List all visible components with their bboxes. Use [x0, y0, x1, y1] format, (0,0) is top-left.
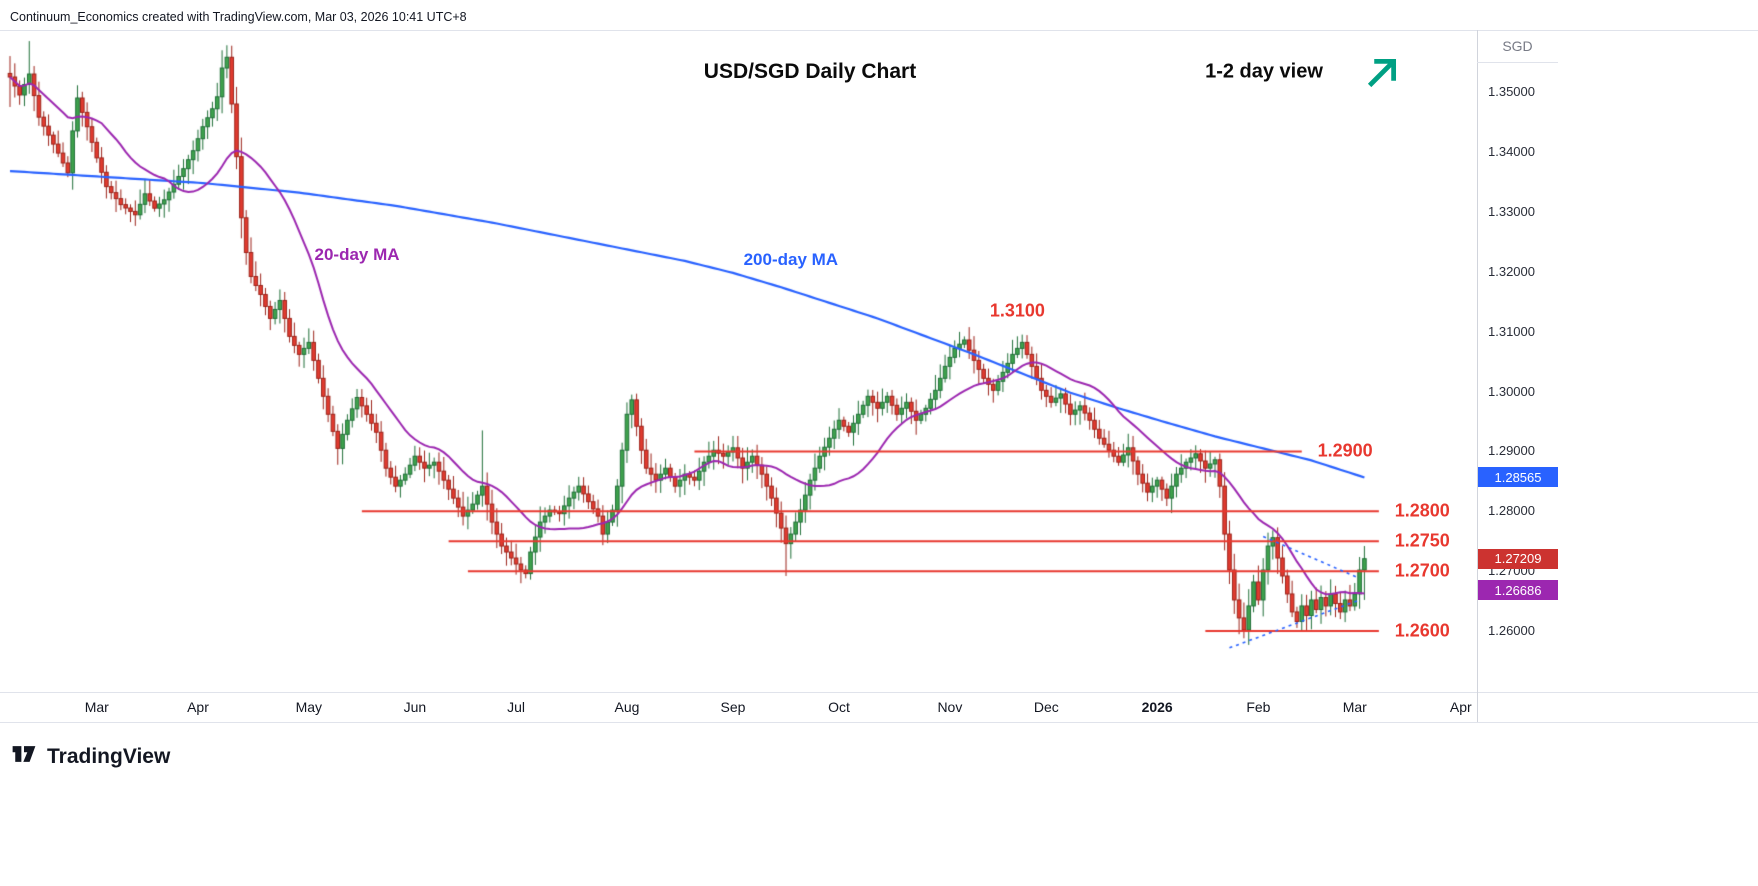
price-axis[interactable]: SGD 1.35000 1.34000 1.33000 1.32000 1.31000 1… — [1477, 30, 1558, 692]
level-label-1.2700: 1.2700 — [1394, 560, 1450, 581]
time-axis[interactable]: Mar Apr May Jun Jul Aug Sep Oct Nov Dec 2026 Feb Mar… — [0, 692, 1477, 722]
price-tick-1.34000: 1.34000 — [1488, 143, 1535, 159]
time-tick-Feb: Feb — [1246, 699, 1271, 715]
price-axis-separator — [1477, 30, 1478, 722]
time-tick-Apr: Apr — [187, 699, 209, 715]
currency-box: SGD — [1477, 30, 1558, 63]
ma200-price-badge: 1.28565 — [1478, 467, 1558, 488]
time-tick-May: May — [295, 699, 323, 715]
price-tick-1.28000: 1.28000 — [1488, 503, 1535, 519]
top-separator — [0, 30, 1758, 31]
price-tick-1.33000: 1.33000 — [1488, 203, 1535, 219]
time-tick-2026: 2026 — [1141, 699, 1173, 715]
time-tick-Mar: Mar — [1342, 699, 1367, 715]
level-label-1.2750: 1.2750 — [1394, 530, 1450, 551]
time-tick-Jul: Jul — [507, 699, 526, 715]
price-tick-1.30000: 1.30000 — [1488, 383, 1535, 399]
attribution-text: Continuum_Economics created with Trading… — [10, 10, 467, 24]
price-tick-1.26000: 1.26000 — [1488, 623, 1535, 639]
time-tick-Oct: Oct — [828, 699, 850, 715]
last-price-badge: 1.27209 — [1478, 548, 1558, 569]
price-tick-1.35000: 1.35000 — [1488, 84, 1535, 99]
view-note-label: 1-2 day view — [1205, 60, 1323, 83]
footer-separator — [0, 722, 1758, 723]
time-tick-Dec: Dec — [1033, 699, 1059, 715]
level-label-1.2800: 1.2800 — [1394, 500, 1450, 521]
price-tick-1.32000: 1.32000 — [1488, 263, 1535, 279]
time-tick-Jun: Jun — [403, 699, 427, 715]
time-tick-Nov: Nov — [937, 699, 963, 715]
ma200-label: 200-day MA — [743, 249, 839, 269]
price-tick-1.29000: 1.29000 — [1488, 443, 1535, 459]
price-chart-canvas[interactable] — [0, 30, 1477, 692]
tradingview-logo[interactable]: TradingView — [10, 740, 170, 773]
time-tick-Mar: Mar — [84, 699, 109, 715]
time-axis-separator — [0, 692, 1758, 693]
tradingview-logo-mark-icon — [10, 740, 38, 773]
peak-price-label: 1.3100 — [989, 300, 1045, 321]
chart-title: USD/SGD Daily Chart — [703, 60, 917, 83]
chart-area: 1.2900 1.2800 1.2750 1.2700 1.2600 1.3100 20-d… — [0, 30, 1477, 692]
price-tick-1.31000: 1.31000 — [1488, 323, 1535, 339]
trend-up-arrow-icon — [1366, 55, 1400, 94]
time-tick-Apr: Apr — [1449, 699, 1472, 715]
level-label-1.2600: 1.2600 — [1394, 620, 1450, 641]
time-tick-Aug: Aug — [614, 699, 640, 715]
ma20-label: 20-day MA — [314, 244, 400, 264]
level-label-1.2900: 1.2900 — [1317, 440, 1373, 461]
time-tick-Sep: Sep — [720, 699, 746, 715]
ma20-price-badge: 1.26686 — [1478, 580, 1558, 600]
tradingview-logo-text: TradingView — [47, 744, 171, 768]
